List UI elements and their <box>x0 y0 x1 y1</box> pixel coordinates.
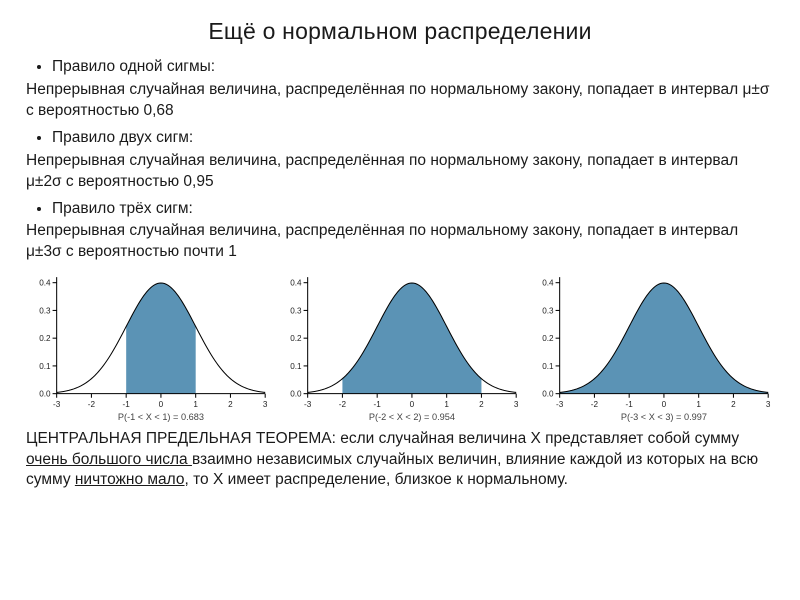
y-tick-label: 0.0 <box>291 390 303 399</box>
x-tick-label: 2 <box>731 400 736 409</box>
clt-underline-2: ничтожно мало <box>75 471 185 488</box>
rule2-head: Правило двух сигм: <box>52 128 774 149</box>
rule3-body: Непрерывная случайная величина, распреде… <box>26 221 774 263</box>
x-tick-label: 1 <box>696 400 701 409</box>
chart-caption: P(-2 < X < 2) = 0.954 <box>369 413 455 423</box>
y-tick-label: 0.4 <box>291 279 303 288</box>
x-tick-label: 2 <box>228 400 233 409</box>
y-tick-label: 0.1 <box>542 362 554 371</box>
rule1-head: Правило одной сигмы: <box>52 57 774 78</box>
rule3-head: Правило трёх сигм: <box>52 199 774 220</box>
y-tick-label: 0.3 <box>542 307 554 316</box>
y-tick-label: 0.2 <box>39 335 51 344</box>
body-text: Правило одной сигмы: Непрерывная случайн… <box>26 57 774 263</box>
clt-underline-1: очень большого числа <box>26 451 192 468</box>
y-tick-label: 0.0 <box>39 390 51 399</box>
rule1-body: Непрерывная случайная величина, распреде… <box>26 80 774 122</box>
page-title: Ещё о нормальном распределении <box>26 18 774 45</box>
x-tick-label: -1 <box>374 400 382 409</box>
normal-chart-3: -3 -2 -1 0 1 2 3 0.0 0.1 0.2 0.3 0.4 P(-3 < X < 3) =… <box>529 271 774 424</box>
x-tick-label: -3 <box>304 400 312 409</box>
y-tick-label: 0.4 <box>39 279 51 288</box>
shaded-region <box>343 283 482 394</box>
x-tick-label: -3 <box>53 400 61 409</box>
clt-pre: ЦЕНТРАЛЬНАЯ ПРЕДЕЛЬНАЯ ТЕОРЕМА: если слу… <box>26 430 739 447</box>
x-tick-label: 1 <box>445 400 450 409</box>
x-tick-label: 1 <box>193 400 198 409</box>
x-tick-label: -1 <box>625 400 633 409</box>
rule2-body: Непрерывная случайная величина, распреде… <box>26 151 774 193</box>
x-tick-label: 3 <box>514 400 519 409</box>
x-tick-label: -2 <box>88 400 96 409</box>
x-tick-label: -2 <box>590 400 598 409</box>
chart-panel-1: -3 -2 -1 0 1 2 3 0.0 0.1 0.2 0.3 0.4 P(-1 < X < 1) =… <box>26 271 271 424</box>
x-tick-label: 0 <box>410 400 415 409</box>
y-tick-label: 0.1 <box>39 362 51 371</box>
y-tick-label: 0.4 <box>542 279 554 288</box>
x-tick-label: 0 <box>661 400 666 409</box>
shaded-region <box>126 283 196 394</box>
x-tick-label: 3 <box>766 400 771 409</box>
chart-caption: P(-1 < X < 1) = 0.683 <box>118 413 204 423</box>
y-tick-label: 0.3 <box>39 307 51 316</box>
clt-text: ЦЕНТРАЛЬНАЯ ПРЕДЕЛЬНАЯ ТЕОРЕМА: если слу… <box>26 429 774 492</box>
y-tick-label: 0.3 <box>291 307 303 316</box>
x-tick-label: 0 <box>159 400 164 409</box>
y-tick-label: 0.2 <box>542 335 554 344</box>
chart-caption: P(-3 < X < 3) = 0.997 <box>621 413 707 423</box>
normal-chart-1: -3 -2 -1 0 1 2 3 0.0 0.1 0.2 0.3 0.4 P(-1 < X < 1) =… <box>26 271 271 424</box>
charts-row: -3 -2 -1 0 1 2 3 0.0 0.1 0.2 0.3 0.4 P(-1 < X < 1) =… <box>26 271 774 424</box>
y-tick-label: 0.0 <box>542 390 554 399</box>
x-tick-label: 2 <box>479 400 484 409</box>
x-tick-label: -3 <box>556 400 564 409</box>
chart-panel-3: -3 -2 -1 0 1 2 3 0.0 0.1 0.2 0.3 0.4 P(-3 < X < 3) =… <box>529 271 774 424</box>
x-tick-label: -2 <box>339 400 347 409</box>
x-tick-label: -1 <box>123 400 131 409</box>
y-tick-label: 0.2 <box>291 335 303 344</box>
normal-chart-2: -3 -2 -1 0 1 2 3 0.0 0.1 0.2 0.3 0.4 P(-2 < X < 2) =… <box>277 271 522 424</box>
y-tick-label: 0.1 <box>291 362 303 371</box>
x-tick-label: 3 <box>263 400 268 409</box>
shaded-region <box>559 283 768 394</box>
clt-post: , то X имеет распределение, близкое к но… <box>185 471 568 488</box>
chart-panel-2: -3 -2 -1 0 1 2 3 0.0 0.1 0.2 0.3 0.4 P(-2 < X < 2) =… <box>277 271 522 424</box>
